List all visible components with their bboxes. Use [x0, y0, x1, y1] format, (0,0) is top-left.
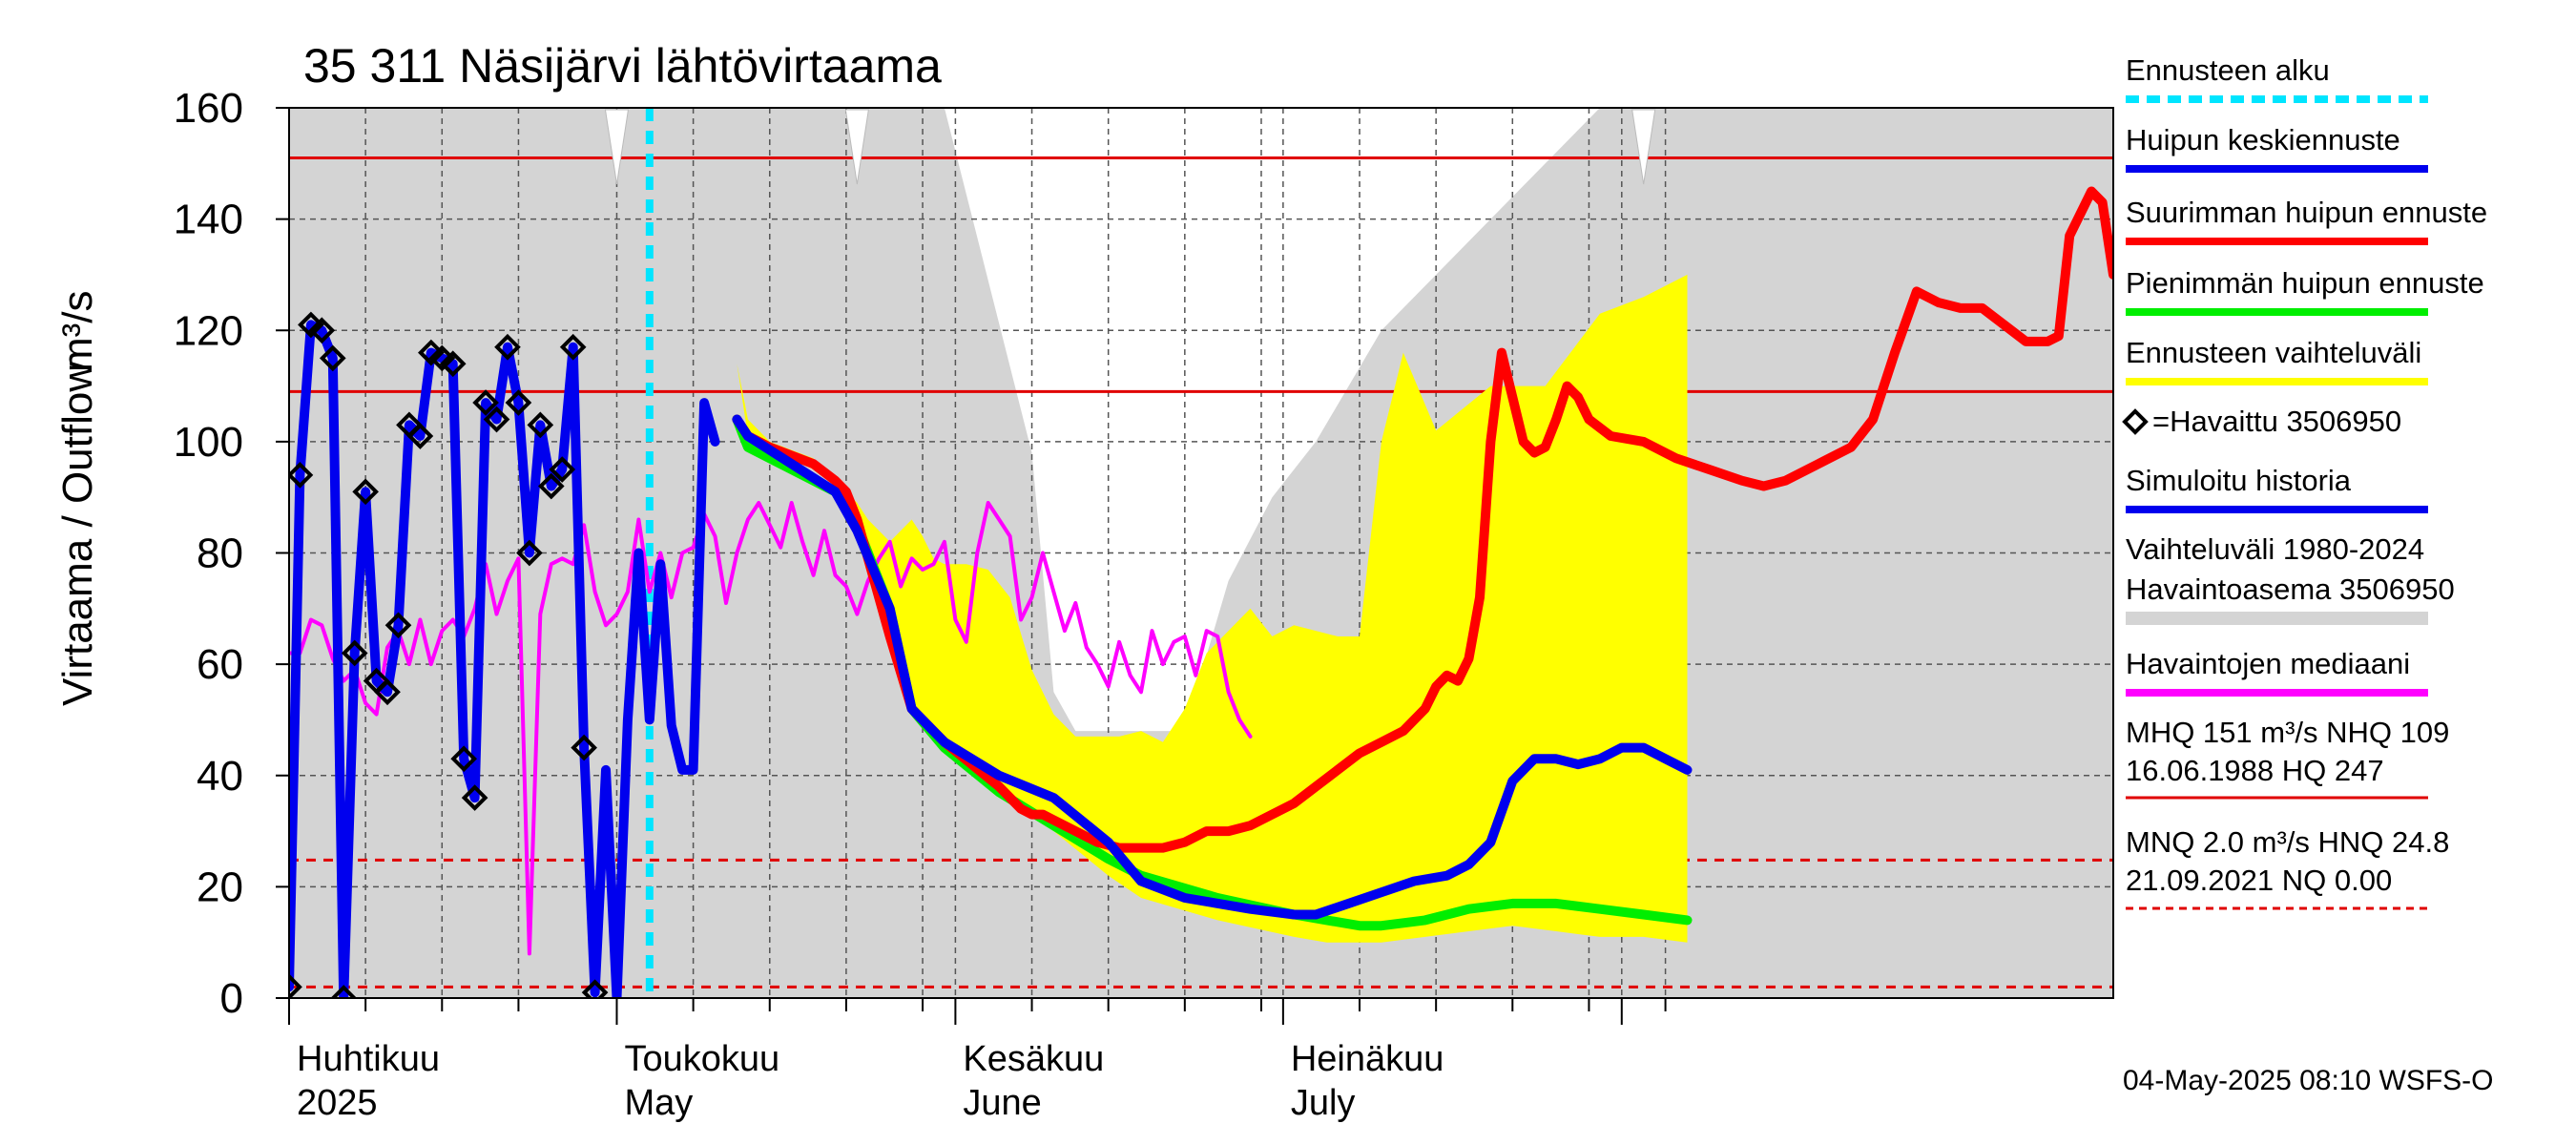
series-havaintojen-mediaani — [289, 501, 1253, 956]
y-tick-label: 120 — [174, 307, 243, 354]
y-axis-unit: m³/s — [54, 290, 101, 372]
plot-area — [289, 108, 2113, 998]
stats-high-line1: MHQ 151 m³/s NHQ 109 — [2126, 716, 2449, 749]
observed-point — [571, 734, 597, 761]
y-tick-label: 140 — [174, 197, 243, 243]
observed-point — [341, 639, 368, 667]
y-tick-label: 60 — [197, 641, 243, 688]
peak-marker — [1631, 109, 1656, 185]
legend-label: =Havaittu 3506950 — [2152, 405, 2401, 438]
observed-point — [374, 678, 401, 706]
stats-block: MHQ 151 m³/s NHQ 109 16.06.1988 HQ 247 M… — [2126, 716, 2449, 910]
observed-point — [330, 985, 358, 998]
observed-point — [494, 333, 521, 361]
legend-label: Simuloitu historia — [2126, 464, 2352, 497]
observed-point — [319, 344, 346, 372]
x-month-label: Kesäkuu — [963, 1039, 1104, 1079]
observed-point — [516, 539, 543, 567]
series-suurimman-huipun-ennuste — [732, 186, 2113, 853]
legend-label: Havaintoasema 3506950 — [2126, 572, 2455, 606]
observed-point — [472, 389, 499, 416]
legend-label: Ennusteen vaihteluväli — [2126, 336, 2421, 369]
stats-low-line2: 21.09.2021 NQ 0.00 — [2126, 864, 2392, 897]
stats-high-line2: 16.06.1988 HQ 247 — [2126, 754, 2384, 787]
observed-point — [505, 389, 532, 416]
y-tick-label: 160 — [174, 85, 243, 132]
observed-point — [289, 462, 314, 489]
historical-range-upper — [289, 108, 1688, 732]
y-tick-label: 80 — [197, 531, 243, 577]
observed-point — [483, 406, 510, 433]
y-tick-label: 40 — [197, 753, 243, 800]
observed-point — [461, 784, 488, 811]
x-month-sublabel: July — [1291, 1083, 1356, 1123]
footer-timestamp: 04-May-2025 08:10 WSFS-O — [2123, 1065, 2494, 1096]
y-axis-label: Virtaama / Outflow — [54, 362, 101, 706]
legend-label: Suurimman huipun ennuste — [2126, 196, 2487, 229]
observed-point — [559, 333, 587, 361]
y-tick-label: 100 — [174, 419, 243, 466]
observed-point — [450, 745, 478, 773]
observed-point — [439, 350, 467, 378]
peak-marker — [604, 109, 630, 185]
observed-point — [308, 317, 336, 344]
legend-label: Pienimmän huipun ennuste — [2126, 266, 2484, 300]
x-month-label: Heinäkuu — [1291, 1039, 1444, 1079]
observed-point — [581, 979, 609, 998]
forecast-range-band — [737, 274, 1688, 943]
series-huipun-keskiennuste — [732, 414, 1693, 920]
observed-point — [289, 973, 302, 998]
legend-label: Ennusteen alku — [2126, 53, 2330, 87]
observed-point — [527, 411, 554, 439]
legend: Ennusteen alku Huipun keskiennuste Suurimm… — [2122, 53, 2487, 697]
observed-point — [406, 423, 434, 449]
observed-point — [384, 612, 412, 639]
observed-point — [537, 472, 565, 500]
peak-marker — [844, 109, 869, 185]
legend-label: Huipun keskiennuste — [2126, 123, 2400, 156]
observed-point — [549, 456, 576, 483]
x-month-label: Toukokuu — [624, 1039, 779, 1079]
series-simuloitu-historia — [289, 320, 720, 998]
stats-low-line1: MNQ 2.0 m³/s HNQ 24.8 — [2126, 825, 2449, 859]
x-month-sublabel: 2025 — [297, 1083, 378, 1123]
y-tick-label: 0 — [220, 975, 243, 1022]
x-month-label: Huhtikuu — [297, 1039, 440, 1079]
legend-label: Vaihteluväli 1980-2024 — [2126, 532, 2424, 566]
y-tick-label: 20 — [197, 864, 243, 910]
chart-title: 35 311 Näsijärvi lähtövirtaama — [303, 39, 942, 93]
x-month-sublabel: June — [963, 1083, 1041, 1123]
observed-point — [352, 478, 379, 506]
x-month-sublabel: May — [624, 1083, 693, 1123]
legend-marker — [2122, 408, 2149, 435]
legend-label: Havaintojen mediaani — [2126, 647, 2410, 680]
